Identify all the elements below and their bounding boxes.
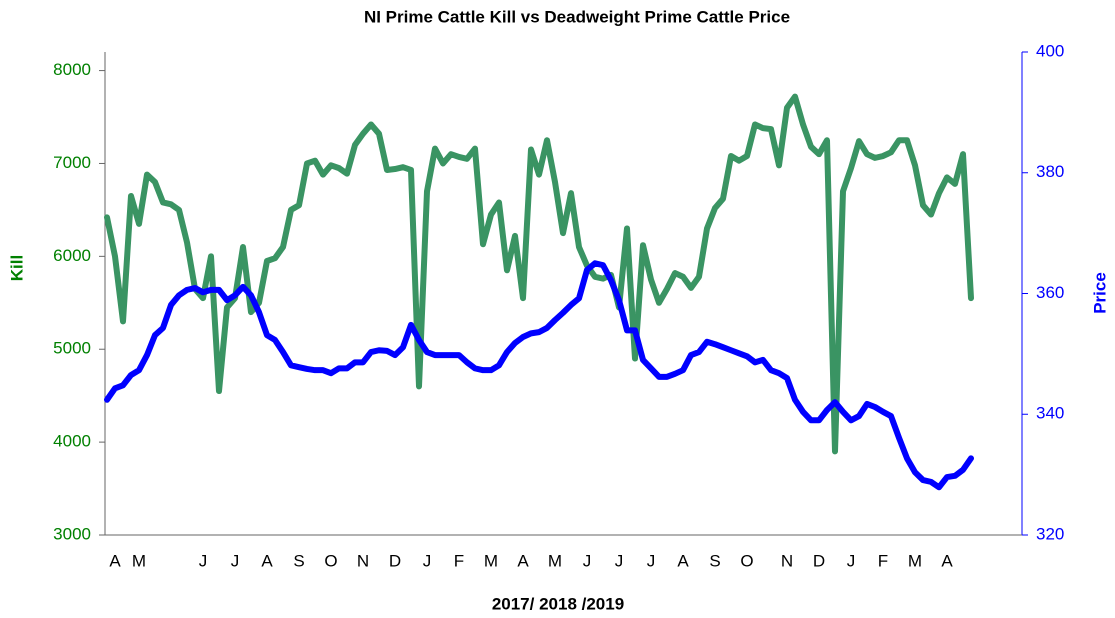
y2-tick-label: 320: [1036, 524, 1064, 543]
y-tick-label: 4000: [53, 432, 91, 451]
y2-tick-label: 380: [1036, 162, 1064, 181]
y-tick-label: 6000: [53, 246, 91, 265]
x-tick-label: J: [423, 551, 432, 570]
x-tick-label: J: [647, 551, 656, 570]
x-tick-label: F: [878, 551, 888, 570]
y2-tick-label: 340: [1036, 404, 1064, 423]
x-tick-label: J: [199, 551, 208, 570]
x-tick-label: N: [357, 551, 369, 570]
x-tick-label: S: [293, 551, 304, 570]
x-tick-label: J: [847, 551, 856, 570]
x-axis-title: 2017/ 2018 /2019: [492, 594, 624, 613]
x-tick-label: S: [709, 551, 720, 570]
x-tick-label: J: [583, 551, 592, 570]
x-tick-label: A: [261, 551, 273, 570]
x-tick-label: M: [548, 551, 562, 570]
x-tick-label: F: [454, 551, 464, 570]
y2-tick-label: 360: [1036, 283, 1064, 302]
y-tick-label: 3000: [53, 524, 91, 543]
x-tick-label: O: [324, 551, 337, 570]
chart-title: NI Prime Cattle Kill vs Deadweight Prime…: [364, 7, 790, 26]
x-tick-label: A: [677, 551, 689, 570]
y-tick-label: 5000: [53, 339, 91, 358]
x-tick-label: M: [484, 551, 498, 570]
x-tick-label: D: [389, 551, 401, 570]
x-tick-label: A: [941, 551, 953, 570]
x-tick-label: N: [781, 551, 793, 570]
x-tick-label: O: [740, 551, 753, 570]
x-tick-label: D: [813, 551, 825, 570]
x-tick-label: M: [132, 551, 146, 570]
x-tick-label: A: [109, 551, 121, 570]
x-tick-label: A: [517, 551, 529, 570]
x-tick-label: J: [615, 551, 624, 570]
y-tick-label: 8000: [53, 60, 91, 79]
y2-tick-label: 400: [1036, 41, 1064, 60]
y2-axis-title: Price: [1090, 272, 1109, 314]
x-tick-label: J: [231, 551, 240, 570]
x-tick-label: M: [908, 551, 922, 570]
y-axis-title: Kill: [7, 255, 26, 281]
series-line: [104, 93, 974, 455]
y-tick-label: 7000: [53, 153, 91, 172]
series-line: [104, 260, 974, 491]
